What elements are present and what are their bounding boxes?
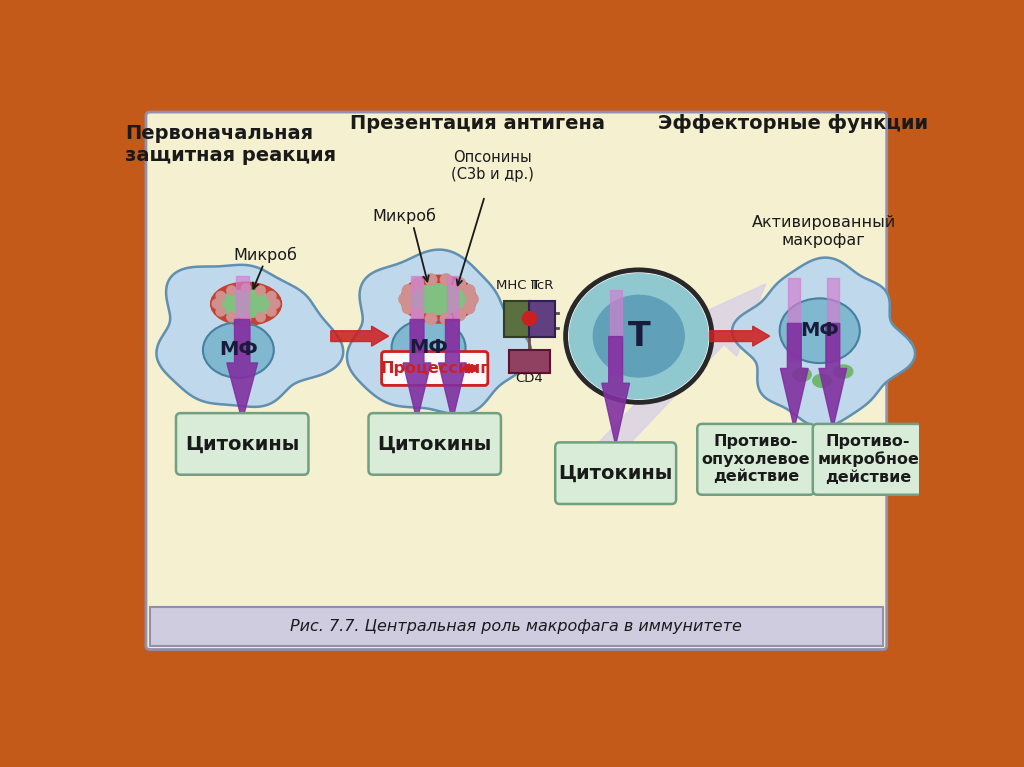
Circle shape [216,291,225,301]
FancyArrow shape [827,278,839,361]
Text: TcR: TcR [530,279,553,292]
FancyBboxPatch shape [369,413,501,475]
Circle shape [412,309,423,321]
Circle shape [226,286,237,295]
Circle shape [412,278,423,289]
FancyArrow shape [226,320,258,421]
FancyArrow shape [780,324,808,429]
FancyBboxPatch shape [813,424,924,495]
Circle shape [270,299,280,308]
FancyArrow shape [557,284,766,502]
Circle shape [267,291,276,301]
Text: Процессинг: Процессинг [380,361,489,376]
Circle shape [440,313,452,324]
Circle shape [467,294,478,305]
FancyArrow shape [602,337,630,446]
Circle shape [267,307,276,316]
FancyArrow shape [609,290,622,376]
FancyArrow shape [331,326,388,346]
Circle shape [463,285,475,296]
FancyBboxPatch shape [697,424,814,495]
Text: Цитокины: Цитокины [378,434,492,453]
Ellipse shape [218,290,273,318]
Text: МФ: МФ [219,341,258,360]
Circle shape [425,274,437,285]
Circle shape [402,302,414,314]
FancyBboxPatch shape [176,413,308,475]
Circle shape [454,309,466,321]
Text: Т: Т [628,320,650,353]
Polygon shape [347,249,531,414]
Circle shape [242,314,251,324]
Text: МФ: МФ [410,338,447,357]
Ellipse shape [793,368,811,381]
Text: Микроб: Микроб [233,247,297,263]
FancyBboxPatch shape [509,350,550,373]
Ellipse shape [593,295,684,377]
Circle shape [425,313,437,324]
Text: Активированный
макрофаг: Активированный макрофаг [752,216,896,248]
Circle shape [216,307,225,316]
Circle shape [226,312,237,321]
Circle shape [440,274,452,285]
FancyArrow shape [411,276,423,356]
Ellipse shape [391,319,466,376]
Bar [150,607,883,646]
FancyBboxPatch shape [528,301,555,337]
Text: CD4: CD4 [515,372,544,384]
Ellipse shape [211,282,282,325]
Text: Рис. 7.7. Центральная роль макрофага в иммунитете: Рис. 7.7. Центральная роль макрофага в и… [291,619,742,634]
Circle shape [463,302,475,314]
Text: Цитокины: Цитокины [185,434,299,453]
FancyArrow shape [446,276,459,356]
Circle shape [522,311,537,325]
Ellipse shape [400,275,476,323]
Text: Цитокины: Цитокины [558,464,673,482]
Circle shape [212,299,221,308]
Text: Микроб: Микроб [372,209,436,225]
Ellipse shape [203,322,273,377]
Text: Опсонины
(С3b и др.): Опсонины (С3b и др.) [451,150,534,182]
Text: МНС II: МНС II [496,279,539,292]
FancyBboxPatch shape [146,112,887,650]
Text: Первоначальная
защитная реакция: Первоначальная защитная реакция [125,124,336,166]
FancyArrow shape [236,276,249,356]
Ellipse shape [565,270,712,403]
Text: МФ: МФ [801,321,839,341]
Text: Эффекторные функции: Эффекторные функции [657,114,928,133]
Circle shape [256,286,265,295]
Ellipse shape [410,284,468,314]
FancyBboxPatch shape [555,443,676,504]
Polygon shape [157,265,343,407]
Text: Противо-
микробное
действие: Противо- микробное действие [817,434,920,485]
Text: Противо-
опухолевое
действие: Противо- опухолевое действие [701,434,810,484]
Ellipse shape [813,374,831,387]
FancyArrow shape [819,324,847,429]
Circle shape [242,284,251,293]
FancyArrow shape [463,364,477,373]
Ellipse shape [779,298,860,363]
FancyArrow shape [403,320,431,421]
Polygon shape [732,258,915,427]
Circle shape [454,278,466,289]
Circle shape [402,285,414,296]
Circle shape [256,312,265,321]
Ellipse shape [569,274,708,399]
FancyBboxPatch shape [504,301,530,337]
FancyArrow shape [788,278,800,361]
FancyBboxPatch shape [382,351,487,385]
Text: Презентация антигена: Презентация антигена [349,114,604,133]
FancyArrow shape [438,320,466,421]
FancyArrow shape [710,326,770,346]
Ellipse shape [835,365,853,378]
Circle shape [399,294,411,305]
